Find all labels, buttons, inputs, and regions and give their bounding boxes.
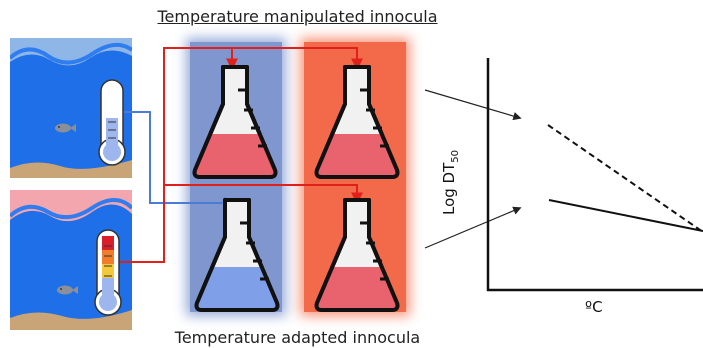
pointer-arrow-bottom bbox=[424, 206, 522, 249]
y-axis-label-main: Log DT bbox=[440, 162, 459, 216]
thermometer-warm-icon bbox=[94, 229, 122, 316]
warm-water-scene bbox=[10, 190, 132, 330]
thermometer-cold-icon bbox=[98, 79, 126, 166]
adapted-innocula-title: Temperature adapted innocula bbox=[174, 328, 421, 347]
manipulated-innocula-title: Temperature manipulated innocula bbox=[157, 7, 438, 26]
manipulated-trend-line bbox=[547, 124, 703, 233]
flask-icon bbox=[192, 65, 278, 179]
red-connector-arrows bbox=[120, 47, 363, 263]
fish-icon bbox=[55, 123, 76, 133]
flask-icon bbox=[314, 198, 400, 312]
pointer-arrow-top bbox=[424, 89, 522, 121]
x-axis-label: ºC bbox=[585, 298, 603, 316]
y-axis-label-sub: 50 bbox=[450, 149, 462, 163]
adapted-trend-line bbox=[548, 199, 703, 232]
blue-connector-arrow bbox=[124, 111, 237, 209]
flask-icon bbox=[314, 65, 400, 179]
plot-axes bbox=[486, 58, 703, 292]
flask-icon bbox=[194, 198, 280, 312]
y-axis-label: Log DT50 bbox=[440, 150, 461, 215]
cold-water-scene bbox=[10, 38, 132, 178]
fish-icon bbox=[57, 285, 78, 295]
